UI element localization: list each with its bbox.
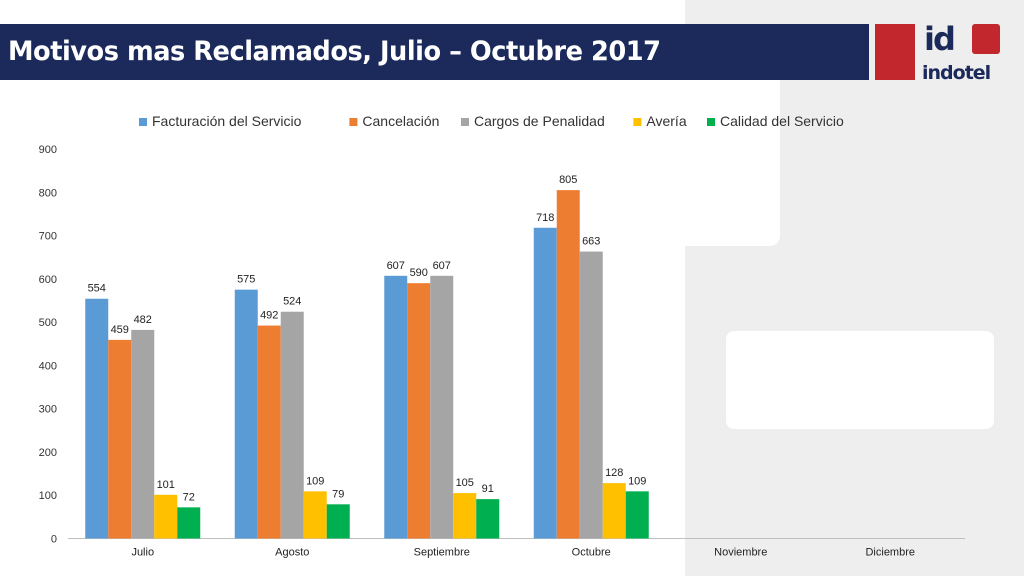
y-tick-label: 500 bbox=[39, 317, 57, 329]
bar bbox=[177, 507, 201, 539]
data-label: 607 bbox=[433, 260, 451, 272]
y-tick-label: 900 bbox=[39, 144, 57, 156]
bar bbox=[407, 283, 431, 539]
legend-label: Facturación del Servicio bbox=[152, 113, 302, 129]
bar bbox=[556, 190, 580, 539]
x-tick-label: Noviembre bbox=[714, 547, 767, 559]
bar bbox=[625, 491, 649, 539]
background-card bbox=[726, 331, 994, 429]
title-bar: Motivos mas Reclamados, Julio – Octubre … bbox=[0, 24, 869, 80]
data-label: 554 bbox=[88, 283, 106, 295]
y-tick-label: 300 bbox=[39, 404, 57, 416]
legend-label: Cancelación bbox=[362, 113, 439, 129]
data-label: 482 bbox=[134, 314, 152, 326]
data-label: 607 bbox=[387, 260, 405, 272]
bar bbox=[602, 483, 626, 539]
x-tick-label: Octubre bbox=[572, 547, 611, 559]
legend-label: Calidad del Servicio bbox=[720, 113, 844, 129]
data-label: 805 bbox=[559, 174, 577, 186]
y-tick-label: 0 bbox=[51, 534, 57, 546]
bar bbox=[131, 329, 155, 539]
data-label: 109 bbox=[306, 475, 324, 487]
data-label: 663 bbox=[582, 236, 600, 248]
data-label: 459 bbox=[111, 324, 129, 336]
bar bbox=[303, 491, 327, 539]
y-tick-label: 100 bbox=[39, 490, 57, 502]
y-tick-label: 400 bbox=[39, 360, 57, 372]
page-title: Motivos mas Reclamados, Julio – Octubre … bbox=[8, 36, 661, 67]
logo-grid-icon bbox=[972, 24, 1000, 54]
bar bbox=[579, 251, 603, 539]
legend-swatch bbox=[633, 118, 642, 126]
legend-swatch bbox=[349, 118, 358, 126]
logo-accent bbox=[875, 24, 915, 80]
data-label: 575 bbox=[237, 274, 255, 286]
data-label: 109 bbox=[628, 475, 646, 487]
legend-swatch bbox=[461, 118, 469, 126]
bar bbox=[453, 493, 477, 539]
bar bbox=[280, 311, 304, 539]
bar bbox=[476, 499, 500, 539]
y-tick-label: 200 bbox=[39, 447, 57, 459]
x-tick-label: Julio bbox=[131, 547, 154, 559]
logo-mark: id bbox=[924, 20, 956, 58]
data-label: 72 bbox=[183, 491, 195, 503]
legend-swatch bbox=[139, 118, 147, 126]
data-label: 492 bbox=[260, 310, 278, 322]
bar bbox=[384, 275, 408, 539]
bar bbox=[326, 504, 350, 539]
y-tick-label: 600 bbox=[39, 274, 57, 286]
bar bbox=[154, 494, 178, 539]
logo-text: indotel bbox=[922, 62, 991, 84]
bar bbox=[430, 275, 454, 539]
data-label: 590 bbox=[410, 267, 428, 279]
bar bbox=[533, 227, 557, 539]
x-tick-label: Septiembre bbox=[414, 547, 470, 559]
data-label: 101 bbox=[157, 479, 175, 491]
data-label: 524 bbox=[283, 296, 301, 308]
legend-label: Cargos de Penalidad bbox=[474, 113, 605, 129]
x-tick-label: Diciembre bbox=[865, 547, 915, 559]
y-tick-label: 700 bbox=[39, 231, 57, 243]
legend-swatch bbox=[707, 118, 715, 126]
bar bbox=[234, 289, 258, 539]
data-label: 79 bbox=[332, 488, 344, 500]
data-label: 105 bbox=[456, 477, 474, 489]
x-tick-label: Agosto bbox=[275, 547, 309, 559]
y-tick-label: 800 bbox=[39, 187, 57, 199]
data-label: 718 bbox=[536, 212, 554, 224]
data-label: 91 bbox=[482, 483, 494, 495]
data-label: 128 bbox=[605, 467, 623, 479]
bar bbox=[85, 298, 109, 539]
legend-label: Avería bbox=[646, 113, 686, 129]
background-shape bbox=[685, 60, 780, 246]
bar bbox=[108, 339, 132, 539]
bar bbox=[257, 325, 281, 539]
